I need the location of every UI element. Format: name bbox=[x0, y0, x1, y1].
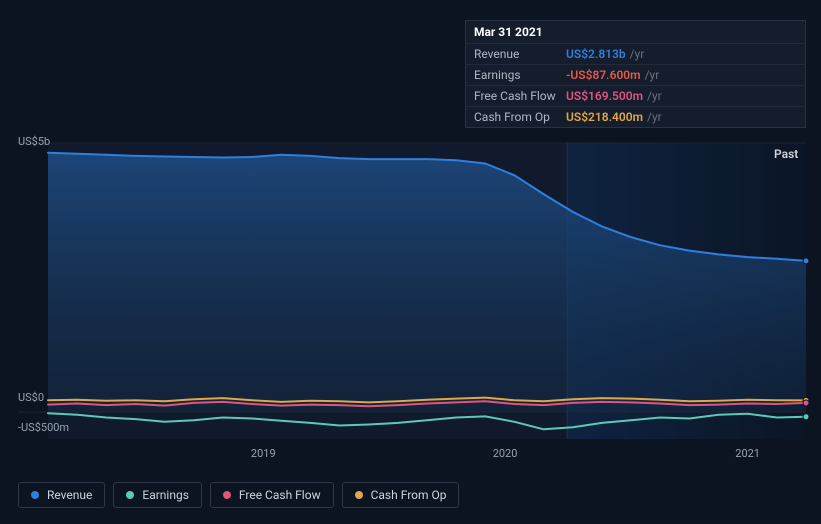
y-axis-label: US$0 bbox=[18, 391, 44, 404]
x-axis-label: 2021 bbox=[735, 447, 760, 460]
legend-item-cash-from-op[interactable]: Cash From Op bbox=[342, 482, 460, 508]
legend-label: Cash From Op bbox=[371, 488, 447, 502]
y-axis-label: US$5b bbox=[18, 135, 50, 148]
financials-chart[interactable] bbox=[0, 0, 821, 524]
series-marker-free-cash-flow[interactable] bbox=[803, 400, 809, 406]
x-axis-label: 2019 bbox=[251, 447, 276, 460]
legend-dot-icon bbox=[126, 491, 134, 499]
legend-dot-icon bbox=[355, 491, 363, 499]
legend-item-earnings[interactable]: Earnings bbox=[113, 482, 202, 508]
x-axis-label: 2020 bbox=[493, 447, 518, 460]
legend-dot-icon bbox=[31, 491, 39, 499]
legend-item-revenue[interactable]: Revenue bbox=[18, 482, 105, 508]
legend-label: Revenue bbox=[47, 488, 92, 502]
chart-legend: Revenue Earnings Free Cash Flow Cash From O… bbox=[18, 482, 459, 508]
y-axis-label: -US$500m bbox=[18, 421, 69, 434]
legend-item-free-cash-flow[interactable]: Free Cash Flow bbox=[210, 482, 334, 508]
past-label: Past bbox=[774, 147, 798, 161]
series-marker-revenue[interactable] bbox=[803, 258, 809, 264]
legend-label: Free Cash Flow bbox=[239, 488, 321, 502]
series-marker-earnings[interactable] bbox=[803, 414, 809, 420]
legend-dot-icon bbox=[223, 491, 231, 499]
legend-label: Earnings bbox=[142, 488, 189, 502]
